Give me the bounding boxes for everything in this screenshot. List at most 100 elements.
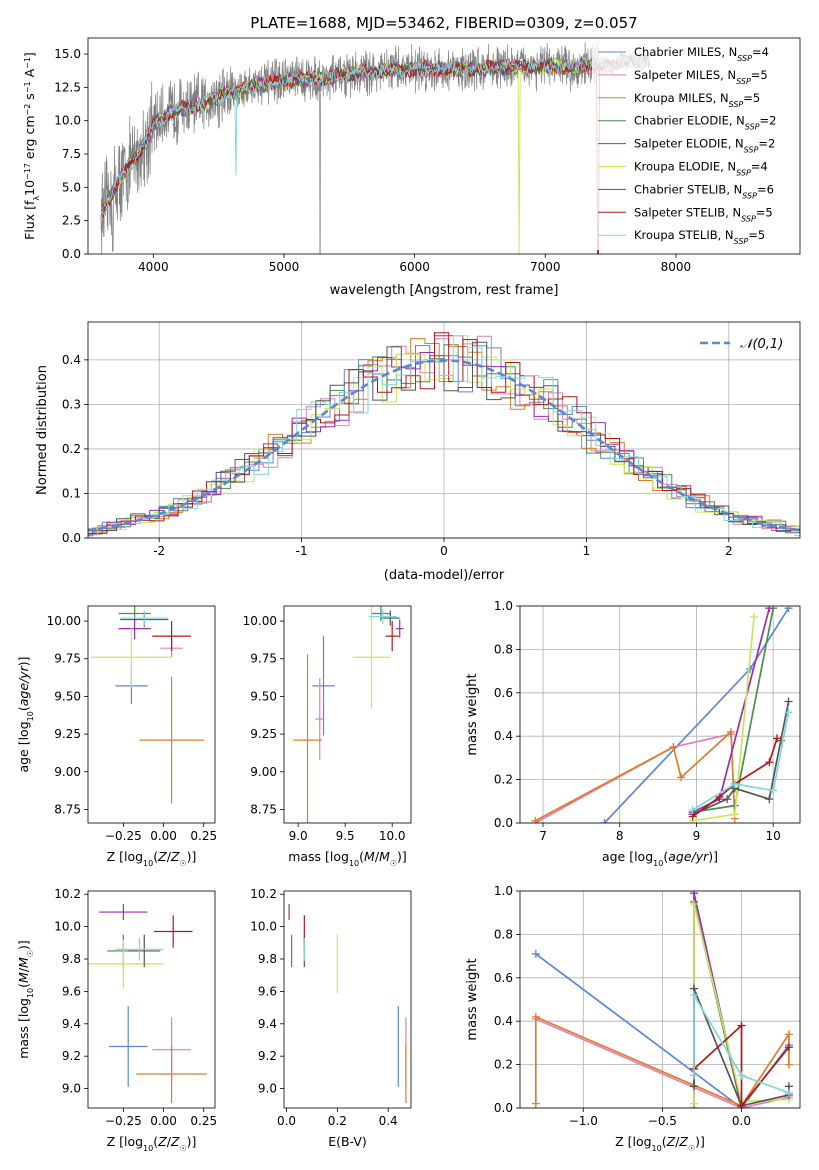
y-tick-label: 5.0 [62, 180, 81, 194]
y-tick-label: 0.4 [62, 353, 81, 367]
figure-title: PLATE=1688, MJD=53462, FIBERID=0309, z=0… [250, 14, 637, 32]
legend-entry: Salpeter STELIB, NSSP=5 [634, 205, 773, 223]
x-tick-label: 6000 [399, 260, 430, 274]
normal-curve [88, 358, 800, 532]
y-tick-label: 9.2 [258, 1049, 277, 1063]
y-axis-label: Normed distribution [35, 365, 50, 495]
y-axis-label: Flux [fλ10−17 erg cm−2 s−1 A−1] [22, 52, 41, 240]
y-tick-label: 10.00 [243, 614, 277, 628]
weight-marker [772, 734, 781, 743]
y-tick-label: 8.75 [54, 802, 81, 816]
legend-entry: Chabrier MILES, NSSP=4 [634, 45, 769, 63]
legend-box [592, 42, 792, 250]
y-tick-label: 10.00 [47, 614, 81, 628]
weight-marker [730, 810, 739, 819]
weight-marker [784, 1088, 793, 1097]
weight-marker [784, 1030, 793, 1039]
x-tick-label: 0.0 [732, 1114, 751, 1128]
weight-marker [784, 606, 793, 613]
legend-entry: Chabrier ELODIE, NSSP=2 [634, 114, 776, 132]
weight-marker [765, 758, 774, 767]
weight-marker [531, 1099, 540, 1108]
histogram-series [88, 341, 800, 534]
x-tick-label: 4000 [138, 260, 169, 274]
weight-marker [730, 779, 739, 788]
legend-entry: Kroupa STELIB, NSSP=5 [634, 228, 765, 246]
y-tick-label: 0.2 [494, 1058, 513, 1072]
y-tick-label: 9.75 [54, 652, 81, 666]
model-spectrum-line [100, 52, 651, 254]
z-mass-axes: −0.25 0.00 0.25 9.0 9.2 9.4 9.6 9.8 10.0 10.2 [54, 887, 217, 1128]
z-age-axes: −0.25 0.00 0.25 8.75 9.00 9.25 9.50 9.75 10.00 [47, 614, 217, 843]
z-weight-frame [519, 890, 801, 1109]
y-tick-label: 0.8 [494, 927, 513, 941]
y-tick-label: 9.50 [54, 689, 81, 703]
mass-age-points [293, 606, 404, 823]
x-tick-label: −0.25 [105, 829, 142, 843]
x-tick-label: -1 [296, 544, 308, 558]
y-tick-label: 15.0 [54, 47, 81, 61]
weight-marker [784, 1043, 793, 1052]
weight-marker [765, 606, 774, 613]
x-tick-label: 7000 [530, 260, 561, 274]
z-mass-frame [87, 890, 216, 1109]
weight-marker [688, 805, 697, 814]
y-tick-label: 12.5 [54, 80, 81, 94]
legend: Chabrier MILES, NSSP=4 Salpeter MILES, NS… [592, 42, 792, 250]
weight-marker [690, 900, 699, 909]
x-tick-label: 0.00 [150, 1114, 177, 1128]
weight-series-line [692, 607, 771, 813]
x-tick-label: 7 [539, 829, 547, 843]
y-axis-label: mass [log10(M/M☉)] [16, 940, 35, 1059]
spectrum-lines [100, 42, 651, 254]
y-tick-label: 9.25 [250, 727, 277, 741]
weight-marker [784, 708, 793, 717]
x-axis-label: wavelength [Angstrom, rest frame] [330, 283, 559, 298]
y-tick-label: 0.0 [62, 247, 81, 261]
y-tick-label: 8.75 [250, 802, 277, 816]
weight-series-line [693, 992, 790, 1094]
age-weight-lines [531, 606, 793, 823]
x-axis-label: Z [log10(Z/Z☉)] [615, 1134, 705, 1153]
y-tick-label: 0.0 [494, 1101, 513, 1115]
x-axis-label: E(B-V) [328, 1134, 367, 1149]
weight-marker [531, 816, 540, 823]
ebv-mass-axes: 0.0 0.2 0.4 9.0 9.2 9.4 9.6 9.8 10.0 10.2 [250, 887, 397, 1128]
x-tick-label: 2 [725, 544, 733, 558]
spectrum-frame [87, 37, 801, 255]
weight-marker [690, 1099, 699, 1108]
y-tick-label: 0.8 [494, 642, 513, 656]
y-tick-label: 9.6 [258, 984, 277, 998]
y-tick-label: 0.0 [62, 531, 81, 545]
x-tick-label: −1.0 [569, 1114, 598, 1128]
weight-marker [690, 991, 699, 1000]
legend-entry: Salpeter MILES, NSSP=5 [634, 68, 768, 86]
histogram-series [88, 332, 800, 534]
age-weight-frame [519, 605, 801, 824]
weight-marker [531, 1012, 540, 1021]
y-tick-label: 1.0 [494, 884, 513, 898]
x-tick-label: 10.0 [379, 829, 406, 843]
y-tick-label: 9.0 [62, 1082, 81, 1096]
x-tick-label: −0.25 [105, 1114, 142, 1128]
x-tick-label: -2 [153, 544, 165, 558]
legend-entry: Salpeter ELODIE, NSSP=2 [634, 137, 775, 155]
x-tick-label: 8 [616, 829, 624, 843]
x-axis-label: (data-model)/error [384, 568, 505, 583]
weight-marker [690, 1082, 699, 1091]
residuals-frame [87, 321, 801, 539]
y-tick-label: 9.8 [62, 952, 81, 966]
y-tick-label: 0.1 [62, 486, 81, 500]
model-spectrum-line [100, 52, 651, 222]
y-tick-label: 9.6 [62, 984, 81, 998]
legend-entry: Kroupa ELODIE, NSSP=4 [634, 160, 768, 178]
y-axis-label: mass weight [465, 673, 480, 755]
y-tick-label: 0.3 [62, 397, 81, 411]
x-axis-label: Z [log10(Z/Z☉)] [107, 1134, 197, 1153]
x-tick-label: 0.00 [150, 829, 177, 843]
y-tick-label: 9.2 [62, 1049, 81, 1063]
y-tick-label: 9.4 [258, 1017, 277, 1031]
y-tick-label: 9.8 [258, 952, 277, 966]
x-tick-label: 1 [583, 544, 591, 558]
